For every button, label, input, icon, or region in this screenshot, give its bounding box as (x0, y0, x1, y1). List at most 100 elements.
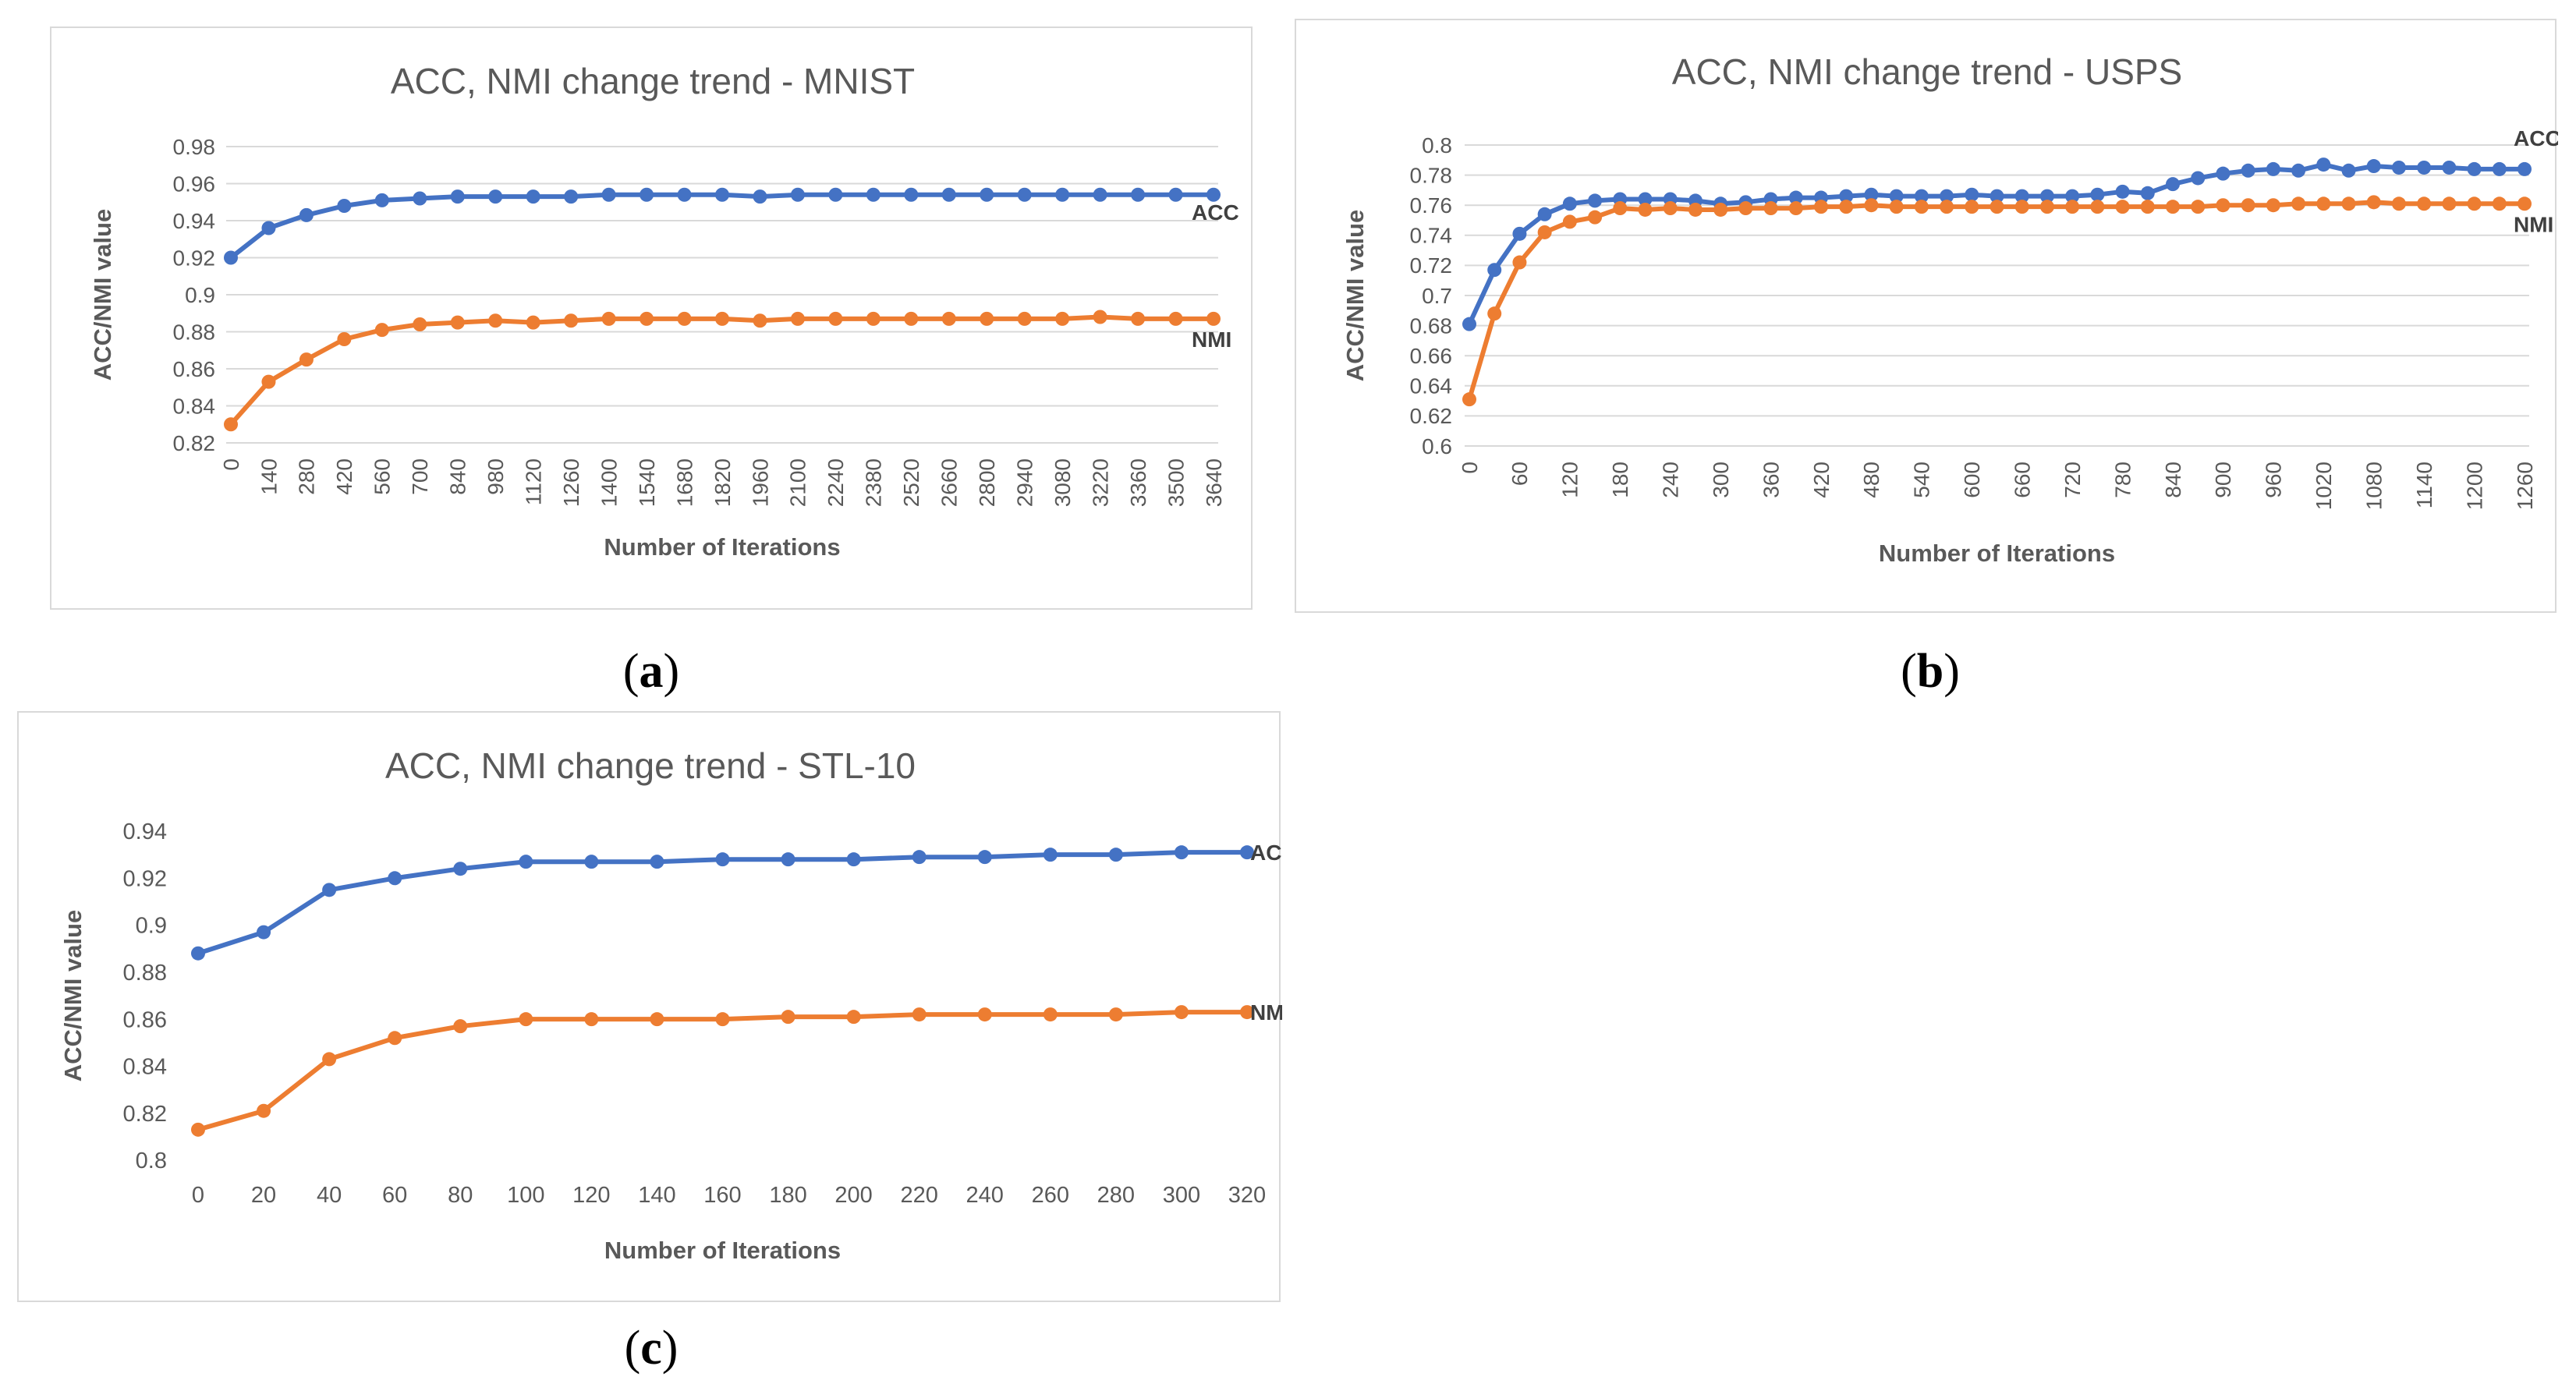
data-point-nmi (2065, 200, 2080, 214)
data-point-nmi (2391, 196, 2406, 211)
x-tick-label: 0 (192, 1183, 204, 1208)
data-point-nmi (1839, 200, 1854, 214)
x-tick-label: 1820 (710, 458, 735, 507)
data-point-nmi (1487, 306, 1502, 321)
data-point-acc (912, 850, 927, 865)
data-point-acc (564, 189, 579, 204)
data-point-nmi (2166, 200, 2180, 214)
data-point-nmi (1537, 225, 1552, 239)
data-point-acc (904, 187, 919, 202)
y-tick-label: 0.82 (173, 431, 216, 455)
y-tick-label: 0.98 (173, 135, 216, 159)
data-point-acc (1990, 189, 2004, 204)
caption-c: (c) (624, 1322, 679, 1375)
data-point-acc (2065, 189, 2080, 204)
data-point-acc (781, 852, 795, 867)
data-point-nmi (941, 311, 956, 326)
data-point-nmi (601, 311, 616, 326)
data-point-acc (1240, 845, 1254, 860)
y-tick-label: 0.8 (1422, 133, 1452, 158)
x-tick-label: 960 (2262, 462, 2286, 498)
x-tick-label: 180 (1608, 462, 1632, 498)
x-axis-label: Number of Iterations (604, 1237, 841, 1264)
data-point-nmi (1562, 214, 1577, 229)
data-point-nmi (1462, 392, 1476, 407)
y-axis-label: ACC/NMI value (89, 209, 116, 380)
data-point-nmi (1914, 200, 1929, 214)
x-tick-label: 720 (2060, 462, 2085, 498)
data-point-nmi (2039, 200, 2054, 214)
x-tick-label: 660 (2011, 462, 2035, 498)
x-tick-label: 20 (251, 1183, 276, 1208)
data-point-nmi (1108, 1007, 1123, 1022)
data-point-acc (601, 187, 616, 202)
y-tick-label: 0.8 (136, 1149, 167, 1173)
data-point-nmi (715, 311, 729, 326)
data-point-acc (1965, 187, 1979, 202)
x-tick-label: 240 (966, 1183, 1004, 1208)
data-point-nmi (828, 311, 843, 326)
x-tick-label: 2100 (786, 458, 810, 507)
x-tick-label: 1680 (672, 458, 696, 507)
data-point-acc (1788, 190, 1803, 205)
x-tick-label: 60 (1508, 462, 1532, 486)
x-tick-label: 1260 (559, 458, 583, 507)
data-point-nmi (677, 311, 692, 326)
x-tick-label: 1120 (521, 458, 545, 505)
data-point-nmi (488, 313, 503, 328)
data-point-acc (322, 883, 337, 897)
x-tick-label: 140 (257, 458, 281, 495)
data-point-nmi (1207, 311, 1221, 326)
data-point-nmi (1131, 311, 1146, 326)
y-tick-label: 0.96 (173, 172, 216, 196)
data-point-nmi (526, 315, 540, 330)
x-tick-label: 320 (1228, 1183, 1266, 1208)
chart-mnist: ACC, NMI change trend - MNIST 0.82 0.84 0.8… (89, 61, 1239, 561)
data-point-nmi (2341, 196, 2356, 211)
data-point-acc (1588, 193, 1603, 208)
data-point-nmi (2467, 196, 2482, 211)
caption-a: (a) (622, 645, 680, 698)
data-point-acc (224, 250, 238, 265)
data-point-acc (866, 187, 881, 202)
x-tick-label: 240 (1659, 462, 1683, 498)
y-tick-label: 0.64 (1410, 374, 1453, 398)
x-tick-label: 40 (317, 1183, 342, 1208)
data-point-acc (1043, 848, 1058, 862)
chart-usps: ACC, NMI change trend - USPS 0.6 0.62 0.64 0… (1341, 51, 2558, 567)
data-point-acc (2039, 189, 2054, 204)
data-point-acc (1093, 187, 1107, 202)
x-tick-label: 300 (1709, 462, 1733, 498)
data-point-nmi (1093, 310, 1107, 324)
data-point-acc (1462, 317, 1476, 331)
data-point-nmi (1588, 210, 1603, 225)
y-tick-label: 0.72 (1410, 253, 1453, 278)
data-point-acc (1487, 263, 1502, 278)
x-tick-label: 120 (572, 1183, 610, 1208)
data-point-acc (388, 871, 402, 886)
series-line-acc (1467, 162, 2525, 325)
data-point-acc (828, 187, 843, 202)
data-point-nmi (1017, 311, 1032, 326)
series-label-nmi: NMI (2514, 212, 2553, 236)
data-point-acc (846, 852, 861, 867)
y-tick-label: 0.66 (1410, 344, 1453, 368)
data-point-acc (584, 855, 599, 869)
data-point-acc (677, 187, 692, 202)
y-tick-label: 0.88 (123, 961, 167, 986)
data-point-acc (1537, 207, 1552, 221)
x-tick-label: 2380 (862, 458, 886, 507)
data-point-nmi (337, 332, 352, 346)
x-tick-label: 100 (507, 1183, 544, 1208)
data-point-nmi (1763, 201, 1778, 216)
data-point-acc (526, 189, 540, 204)
data-point-nmi (299, 352, 314, 367)
x-tick-label: 980 (484, 458, 508, 495)
data-point-nmi (1663, 201, 1678, 216)
y-tick-label: 0.6 (1422, 434, 1452, 458)
x-tick-label: 900 (2211, 462, 2235, 498)
y-tick-label: 0.88 (173, 320, 216, 344)
y-tick-label: 0.94 (123, 819, 167, 844)
x-tick-label: 280 (295, 458, 319, 495)
data-point-nmi (1713, 202, 1728, 217)
